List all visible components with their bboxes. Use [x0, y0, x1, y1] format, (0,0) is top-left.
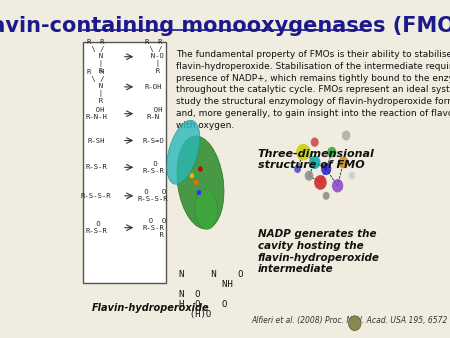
Circle shape: [294, 165, 301, 173]
Text: R-S-R: R-S-R: [85, 164, 107, 170]
Text: R-SH: R-SH: [87, 138, 105, 144]
Circle shape: [311, 138, 319, 147]
Text: R  H
 \ /
  N
  |
  R: R H \ / N | R: [87, 69, 105, 104]
Text: R-S-S-R: R-S-S-R: [81, 193, 112, 199]
Text: Flavin-hydroperoxide: Flavin-hydroperoxide: [92, 303, 210, 313]
Circle shape: [309, 155, 320, 169]
Text: R-OH: R-OH: [144, 84, 162, 90]
Circle shape: [321, 163, 331, 175]
Text: (H)O: (H)O: [179, 310, 211, 319]
Text: O
R-S-R: O R-S-R: [85, 221, 107, 234]
Circle shape: [314, 175, 327, 190]
Circle shape: [197, 190, 201, 195]
Text: NH: NH: [179, 280, 233, 289]
Circle shape: [194, 180, 198, 185]
Circle shape: [348, 172, 356, 180]
Text: Flavin-containing monooxygenases (FMOs): Flavin-containing monooxygenases (FMOs): [0, 17, 450, 37]
Circle shape: [189, 173, 194, 178]
Text: R  R
 \ /
  N
  |
  R: R R \ / N | R: [87, 39, 105, 74]
Bar: [83, 42, 166, 283]
Circle shape: [296, 144, 310, 161]
Text: H  O    O: H O O: [179, 300, 227, 309]
Circle shape: [198, 166, 203, 172]
Circle shape: [323, 192, 329, 200]
Circle shape: [327, 147, 337, 158]
Text: O
R-S-R: O R-S-R: [142, 161, 164, 174]
Text: OH
R-N-H: OH R-N-H: [85, 107, 107, 120]
Circle shape: [305, 171, 313, 181]
Text: N     N    O: N N O: [179, 270, 243, 279]
Circle shape: [342, 130, 351, 141]
Text: Alfieri et al. (2008) Proc. Natl. Acad. USA 195, 6572: Alfieri et al. (2008) Proc. Natl. Acad. …: [252, 316, 448, 325]
Text: Three-dimensional
structure of FMO: Three-dimensional structure of FMO: [257, 149, 374, 170]
Circle shape: [348, 316, 361, 331]
Ellipse shape: [166, 120, 200, 184]
Circle shape: [338, 156, 348, 168]
Text: O   O
R-S-S-R: O O R-S-S-R: [138, 189, 169, 202]
Circle shape: [332, 179, 343, 192]
Text: The fundamental property of FMOs is their ability to stabilise the
flavin-hydrop: The fundamental property of FMOs is thei…: [176, 50, 450, 130]
Text: N  O: N O: [179, 290, 201, 299]
Text: OH
R-N: OH R-N: [144, 107, 162, 120]
Ellipse shape: [195, 189, 218, 229]
Text: R-S=O: R-S=O: [142, 138, 164, 144]
Text: R  R
 \ /
  N-O
  |
  R: R R \ / N-O | R: [142, 39, 164, 74]
Text: O  O
R-S-R
    R: O O R-S-R R: [140, 218, 166, 238]
Text: NADP generates the
cavity hosting the
flavin-hydroperoxide
intermediate: NADP generates the cavity hosting the fl…: [257, 230, 379, 274]
Ellipse shape: [177, 136, 224, 229]
